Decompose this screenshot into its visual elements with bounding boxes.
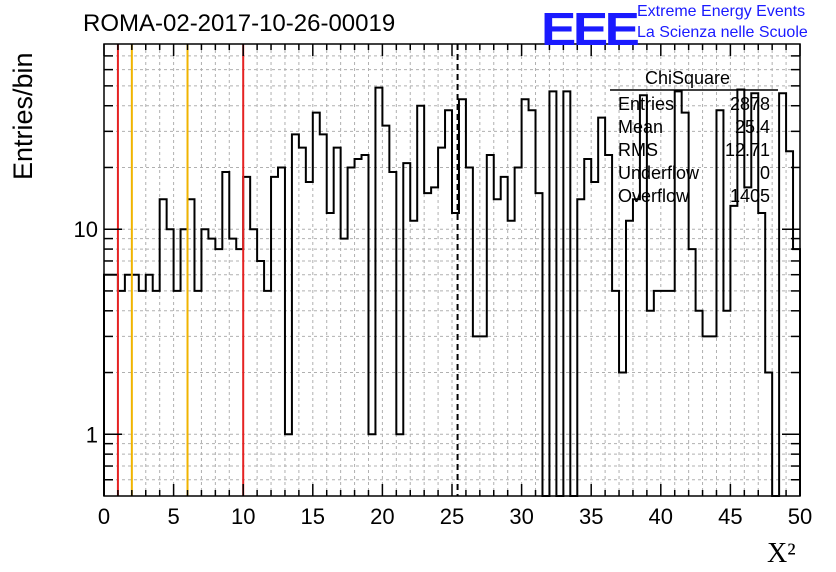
histogram-series <box>103 86 801 497</box>
x-tick-label: 30 <box>509 504 533 529</box>
logo-line-2: La Scienza nelle Scuole <box>637 24 808 41</box>
stat-rms-value: 12.71 <box>724 140 770 160</box>
x-tick-label: 45 <box>718 504 742 529</box>
stat-overflow-value: 1405 <box>729 186 770 206</box>
x-tick-label: 40 <box>649 504 673 529</box>
stat-rms-label: RMS <box>618 140 658 160</box>
stat-underflow-value: 0 <box>759 163 770 183</box>
x-axis-label: X² <box>767 538 796 569</box>
x-tick-label: 0 <box>98 504 110 529</box>
y-tick-label: 1 <box>86 422 98 447</box>
x-tick-label: 10 <box>231 504 255 529</box>
stat-overflow-label: Overflow <box>618 186 690 206</box>
y-axis-label: Entries/bin <box>8 52 38 180</box>
x-tick-label: 50 <box>788 504 812 529</box>
y-tick-label: 10 <box>74 217 98 242</box>
x-tick-label: 20 <box>370 504 394 529</box>
x-tick-label: 25 <box>440 504 464 529</box>
eee-logo: EEE <box>541 3 640 55</box>
chart-title: ROMA-02-2017-10-26-00019 <box>83 10 396 37</box>
stat-mean-value: 25.4 <box>734 117 770 137</box>
stat-entries-label: Entries <box>618 94 675 114</box>
x-tick-label: 5 <box>167 504 179 529</box>
stats-box-title: ChiSquare <box>645 68 731 88</box>
stat-underflow-label: Underflow <box>618 163 700 183</box>
stat-mean-label: Mean <box>618 117 664 137</box>
x-tick-label: 15 <box>301 504 325 529</box>
x-tick-label: 35 <box>579 504 603 529</box>
logo-line-1: Extreme Energy Events <box>637 3 806 20</box>
stat-entries-value: 2878 <box>729 94 770 114</box>
